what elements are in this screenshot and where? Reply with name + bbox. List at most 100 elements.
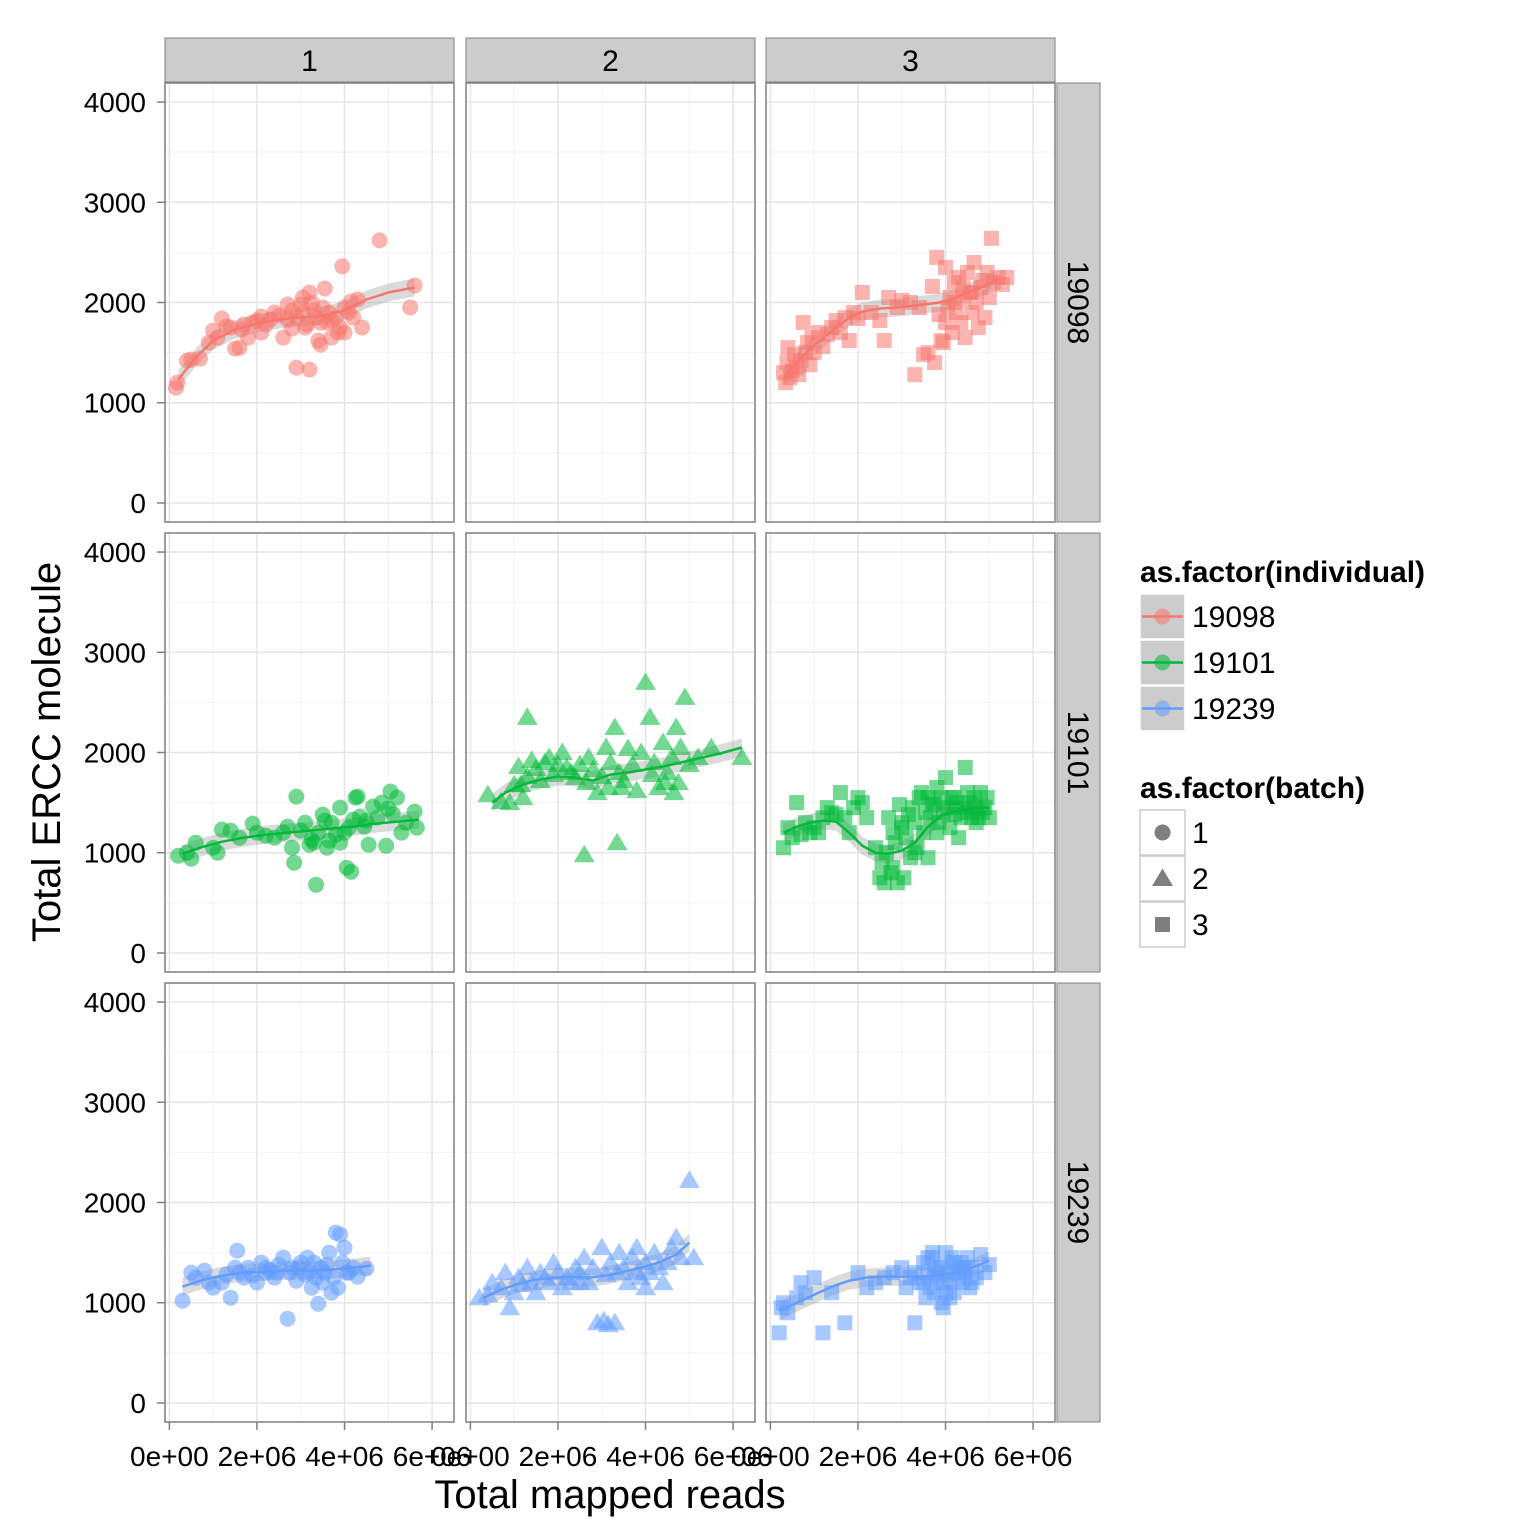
data-point: [935, 1300, 951, 1316]
data-point: [586, 782, 608, 801]
data-point: [512, 787, 534, 806]
data-point: [323, 312, 340, 329]
legend-label-batch: 1: [1192, 817, 1209, 850]
legend-title-individual: as.factor(individual): [1140, 556, 1425, 589]
data-point: [621, 754, 643, 773]
data-point: [389, 789, 406, 806]
facet-strip-right: [1056, 82, 1101, 523]
y-tick-label: 1000: [84, 1288, 146, 1319]
data-point: [582, 1257, 604, 1276]
data-point: [927, 355, 943, 371]
panels-layer: [164, 82, 1056, 1423]
data-point: [907, 1315, 923, 1331]
x-tick-label: 0e+00: [130, 1441, 209, 1472]
data-point: [604, 717, 626, 735]
data-point: [957, 760, 973, 776]
data-point: [920, 1250, 936, 1266]
data-point: [678, 1170, 700, 1188]
data-point: [301, 361, 318, 378]
x-tick-label: 4e+06: [305, 1441, 384, 1472]
data-point: [968, 815, 984, 831]
data-point: [641, 764, 663, 783]
data-point: [896, 870, 912, 886]
data-point: [538, 1272, 560, 1291]
smooth-line: [778, 1259, 990, 1312]
y-axis-title: Total ERCC molecule: [25, 562, 69, 942]
data-point: [268, 1264, 285, 1281]
data-point: [935, 335, 951, 351]
data-point: [332, 834, 349, 851]
panel-19239-1: [164, 982, 455, 1423]
data-point: [924, 278, 940, 294]
smooth-line: [182, 1264, 371, 1288]
data-point: [854, 284, 870, 300]
y-tick-label: 3000: [84, 637, 146, 668]
panel-19101-2: [465, 532, 756, 973]
data-point: [806, 1270, 822, 1286]
data-point: [635, 672, 657, 690]
data-point: [841, 333, 857, 349]
facet-strip-label: 19098: [1061, 261, 1094, 344]
smooth-line: [182, 818, 420, 855]
data-point: [626, 1262, 648, 1281]
data-point: [336, 1239, 353, 1256]
legend: as.factor(individual) 19098 19101 19239 as.f…: [1139, 556, 1425, 948]
y-tick-label: 2000: [84, 288, 146, 319]
data-point: [286, 854, 303, 871]
data-point: [665, 1227, 687, 1246]
x-axis-title: Total mapped reads: [434, 1473, 785, 1517]
legend-label-batch: 3: [1192, 909, 1209, 942]
data-point: [789, 795, 805, 811]
data-point: [731, 747, 753, 766]
legend-point: [1154, 700, 1171, 717]
y-tick-label: 1000: [84, 838, 146, 869]
data-point: [297, 814, 314, 831]
data-point: [321, 1244, 338, 1261]
legend-shape: [1152, 868, 1173, 886]
axes-layer: 1 2 3 19098 19101 19239 0 1000 2000 3000 4000 0 1000…: [84, 37, 1101, 1472]
data-point: [499, 1297, 521, 1316]
data-point: [408, 819, 425, 836]
panel-19098-3: [765, 82, 1056, 523]
data-point: [626, 1237, 648, 1256]
data-point: [608, 1242, 630, 1261]
data-point: [654, 772, 676, 791]
panel-19098-2: [465, 82, 756, 523]
data-point: [938, 315, 954, 331]
y-tick-label: 3000: [84, 1087, 146, 1118]
data-point: [981, 1257, 997, 1273]
data-point: [229, 1242, 246, 1259]
data-point: [966, 254, 982, 270]
panel-border: [465, 532, 756, 973]
data-point: [283, 839, 300, 856]
y-tick-label: 1000: [84, 388, 146, 419]
x-tick-label: 2e+06: [218, 1441, 297, 1472]
data-point: [674, 687, 696, 705]
x-tick-label: 6e+06: [994, 1441, 1073, 1472]
legend-point: [1154, 654, 1171, 671]
data-point: [617, 1272, 639, 1291]
data-point: [999, 269, 1015, 285]
data-point: [380, 800, 397, 817]
data-point: [578, 747, 600, 766]
data-point: [663, 782, 685, 801]
facet-strip-top: [465, 37, 756, 83]
data-point: [283, 320, 300, 337]
panel-border: [765, 532, 1056, 973]
data-point: [938, 259, 954, 275]
data-point: [859, 810, 875, 826]
data-point: [652, 1272, 674, 1291]
data-point: [661, 747, 683, 766]
panel-19101-1: [164, 532, 455, 973]
facet-strip-top: [765, 37, 1056, 83]
data-point: [811, 825, 827, 841]
facet-strip-label: 3: [902, 45, 919, 78]
y-tick-label: 3000: [84, 187, 146, 218]
data-point: [378, 837, 395, 854]
data-point: [630, 742, 652, 760]
data-point: [907, 367, 923, 383]
panel-border: [465, 982, 756, 1423]
y-tick-label: 2000: [84, 738, 146, 769]
data-point: [643, 1242, 665, 1261]
